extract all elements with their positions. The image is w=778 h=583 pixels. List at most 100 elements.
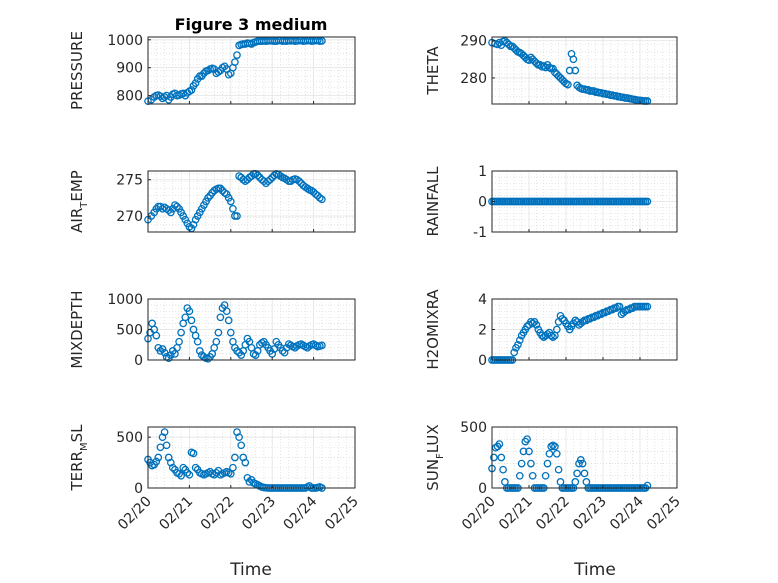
y-tick-label: 800: [116, 89, 143, 105]
subplot-air-temp: 270 275 AIRTEMP: [68, 170, 356, 233]
axes-frame: [147, 170, 356, 233]
data-point: [226, 328, 235, 337]
data-point: [558, 314, 567, 323]
data-point: [573, 469, 581, 478]
x-tick-label: 02/21: [156, 494, 196, 534]
y-tick-label: 290: [460, 34, 487, 50]
data-point: [187, 316, 196, 325]
plot-area: [148, 37, 355, 104]
data-point: [185, 470, 194, 479]
data-point: [229, 463, 237, 472]
x-tick-label: 02/24: [281, 493, 321, 533]
data-point: [604, 307, 613, 316]
data-point: [593, 311, 602, 320]
y-tick-label: 0: [134, 353, 143, 369]
left-x-axis-label: Time: [229, 560, 272, 580]
data-point: [251, 351, 260, 359]
data-point: [185, 307, 194, 316]
data-point: [164, 206, 173, 215]
right-x-axis-label: Time: [573, 560, 616, 580]
series-pressure: [144, 36, 326, 106]
data-point: [514, 340, 522, 349]
x-tick-label: 02/22: [198, 494, 238, 534]
data-point: [183, 468, 192, 477]
data-point: [499, 465, 507, 474]
data-point: [224, 316, 233, 325]
data-point: [197, 204, 206, 213]
subplot-sun-flux: 0 500 SUNFLUX 02/2002/2102/2202/2302/2402/2…: [424, 420, 684, 533]
x-tick-label: 02/25: [644, 494, 684, 534]
data-point: [549, 333, 557, 341]
data-point: [253, 171, 262, 180]
y-tick-label: 500: [116, 430, 143, 446]
figure-title: Figure 3 medium: [175, 15, 328, 34]
data-point: [158, 345, 167, 353]
data-point: [191, 463, 200, 472]
data-point: [266, 175, 274, 184]
data-point: [541, 471, 550, 480]
subplot-theta: 280 290 THETA: [424, 34, 678, 105]
data-point: [580, 469, 589, 478]
data-point: [569, 55, 578, 64]
data-point: [318, 341, 326, 350]
subplot-rainfall: -1 0 1 RAINFALL: [424, 164, 678, 241]
series-h2o-mixra: [488, 302, 652, 364]
data-point: [565, 66, 574, 75]
x-tick-label: 02/25: [322, 494, 362, 534]
series-mixdepth: [144, 301, 326, 363]
y-axis-label: MIXDEPTH: [68, 290, 86, 368]
data-point: [571, 66, 580, 75]
data-point: [510, 348, 519, 357]
y-tick-label: 900: [116, 61, 143, 77]
data-point: [497, 453, 506, 462]
data-point: [564, 80, 572, 89]
data-point: [152, 457, 161, 466]
data-point: [241, 458, 250, 467]
subplot-terr-msl: 0 500 TERRMSL 02/20 02/21 02/22 02/23 02/24 02/2…: [68, 424, 362, 534]
data-point: [156, 347, 165, 355]
data-point: [615, 302, 624, 311]
data-point: [318, 37, 326, 45]
subplot-pressure: 800 900 1000 PRESSURE: [68, 31, 356, 110]
data-point: [189, 449, 198, 458]
data-point: [166, 351, 175, 359]
data-point: [177, 471, 185, 480]
data-point: [549, 64, 557, 73]
x-tick-label: 02/20: [115, 494, 155, 534]
axes-frame: [147, 36, 356, 105]
data-point: [193, 337, 202, 346]
data-point: [582, 316, 591, 325]
x-tick-label: 02/23: [239, 494, 279, 534]
data-point: [318, 195, 326, 204]
data-point: [608, 305, 617, 314]
data-point: [175, 469, 183, 478]
data-point: [528, 471, 537, 480]
y-tick-label: 0: [478, 195, 487, 211]
data-point: [515, 336, 524, 345]
data-point: [643, 481, 652, 490]
data-point: [216, 184, 225, 193]
data-point: [229, 204, 237, 213]
data-point: [222, 190, 231, 199]
data-point: [214, 328, 223, 337]
data-point: [168, 463, 177, 472]
x-tick-label: 02/23: [570, 494, 610, 534]
axes-frame: [147, 426, 356, 489]
data-point: [517, 459, 526, 468]
plot-area: [492, 37, 677, 104]
x-tick-label: 02/20: [459, 494, 499, 534]
y-axis-label: H2OMIXRA: [424, 289, 442, 370]
y-tick-label: 2: [478, 323, 487, 339]
y-tick-label: 280: [460, 71, 487, 87]
data-point: [495, 440, 504, 448]
data-point: [179, 463, 188, 472]
data-point: [543, 459, 552, 468]
data-point: [612, 304, 620, 312]
x-tick-label: 02/21: [496, 494, 536, 534]
data-point: [237, 351, 246, 359]
data-point: [173, 202, 181, 211]
data-point: [191, 215, 200, 224]
y-tick-label: -1: [473, 225, 487, 241]
data-point: [527, 459, 535, 468]
